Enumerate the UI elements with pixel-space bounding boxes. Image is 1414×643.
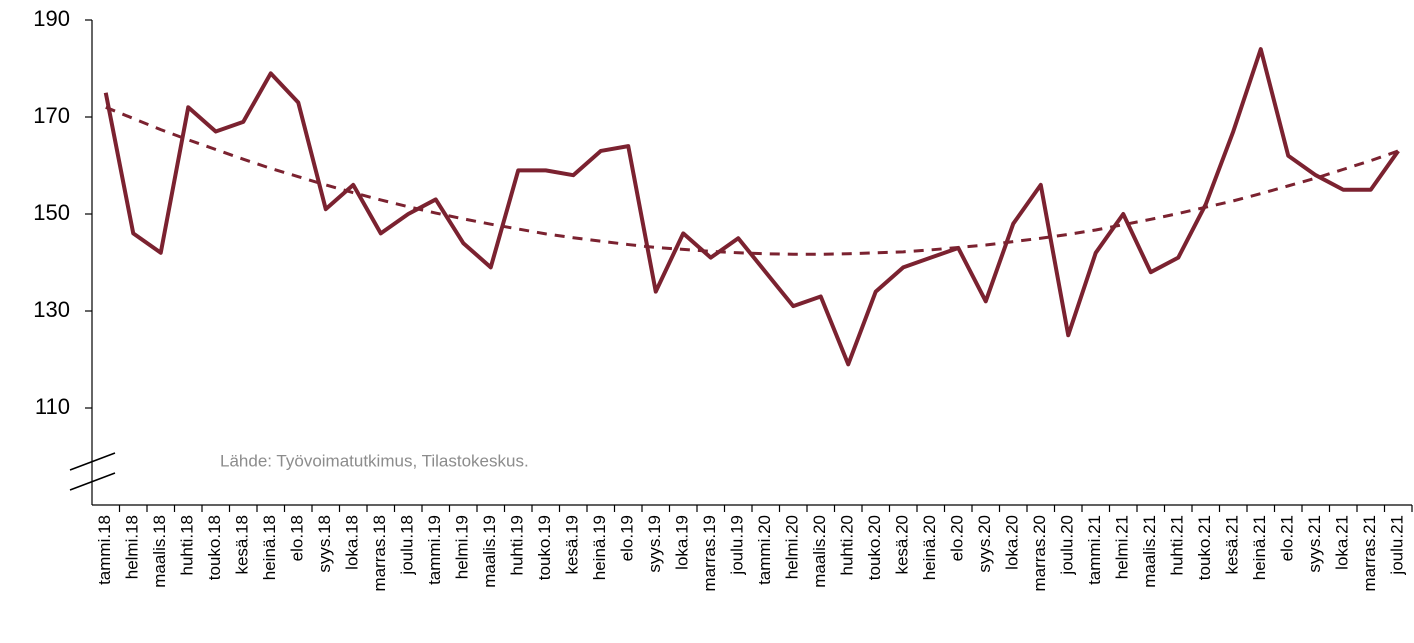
x-tick-label: kesä.21 xyxy=(1223,515,1242,575)
x-tick-label: helmi.18 xyxy=(123,515,142,579)
source-note: Lähde: Työvoimatutkimus, Tilastokeskus. xyxy=(220,451,529,470)
x-tick-label: elo.21 xyxy=(1278,515,1297,561)
x-tick-label: marras.18 xyxy=(370,515,389,592)
x-tick-label: huhti.21 xyxy=(1168,515,1187,576)
x-tick-label: loka.18 xyxy=(343,515,362,570)
x-tick-label: kesä.20 xyxy=(893,515,912,575)
x-tick-label: loka.20 xyxy=(1003,515,1022,570)
y-tick-label: 170 xyxy=(33,103,70,128)
y-tick-label: 150 xyxy=(33,200,70,225)
x-tick-label: maalis.21 xyxy=(1140,515,1159,588)
x-tick-label: loka.19 xyxy=(673,515,692,570)
x-tick-label: touko.20 xyxy=(865,515,884,580)
x-tick-label: helmi.20 xyxy=(783,515,802,579)
x-tick-label: syys.21 xyxy=(1305,515,1324,573)
x-tick-label: heinä.20 xyxy=(920,515,939,580)
x-tick-label: elo.20 xyxy=(948,515,967,561)
x-tick-label: joulu.20 xyxy=(1058,515,1077,576)
x-tick-label: joulu.18 xyxy=(398,515,417,576)
x-tick-label: kesä.19 xyxy=(563,515,582,575)
x-tick-label: huhti.20 xyxy=(838,515,857,576)
x-tick-label: helmi.19 xyxy=(453,515,472,579)
x-tick-label: syys.19 xyxy=(645,515,664,573)
y-tick-label: 110 xyxy=(35,394,70,419)
x-tick-label: syys.20 xyxy=(975,515,994,573)
x-tick-label: elo.19 xyxy=(618,515,637,561)
data-line xyxy=(103,47,1400,367)
x-tick-label: marras.21 xyxy=(1360,515,1379,592)
x-tick-label: maalis.20 xyxy=(810,515,829,588)
x-tick-label: syys.18 xyxy=(315,515,334,573)
x-tick-label: tammi.21 xyxy=(1085,515,1104,585)
x-tick-label: huhti.18 xyxy=(178,515,197,576)
x-tick-label: loka.21 xyxy=(1333,515,1352,570)
x-tick-label: tammi.18 xyxy=(95,515,114,585)
x-tick-label: heinä.21 xyxy=(1250,515,1269,580)
x-tick-label: marras.20 xyxy=(1030,515,1049,592)
x-tick-label: kesä.18 xyxy=(233,515,252,575)
x-tick-label: joulu.21 xyxy=(1388,515,1407,576)
x-tick-label: joulu.19 xyxy=(728,515,747,576)
x-tick-label: tammi.20 xyxy=(755,515,774,585)
x-tick-label: helmi.21 xyxy=(1113,515,1132,579)
x-tick-label: touko.21 xyxy=(1195,515,1214,580)
x-tick-label: elo.18 xyxy=(288,515,307,561)
x-tick-label: huhti.19 xyxy=(508,515,527,576)
x-tick-label: marras.19 xyxy=(700,515,719,592)
x-tick-label: heinä.19 xyxy=(590,515,609,580)
x-tick-label: maalis.18 xyxy=(150,515,169,588)
x-tick-label: touko.18 xyxy=(205,515,224,580)
x-tick-label: heinä.18 xyxy=(260,515,279,580)
trend-line xyxy=(105,105,1399,256)
x-tick-label: tammi.19 xyxy=(425,515,444,585)
x-tick-label: maalis.19 xyxy=(480,515,499,588)
y-tick-label: 190 xyxy=(33,6,70,31)
x-tick-label: touko.19 xyxy=(535,515,554,580)
y-tick-label: 130 xyxy=(33,297,70,322)
